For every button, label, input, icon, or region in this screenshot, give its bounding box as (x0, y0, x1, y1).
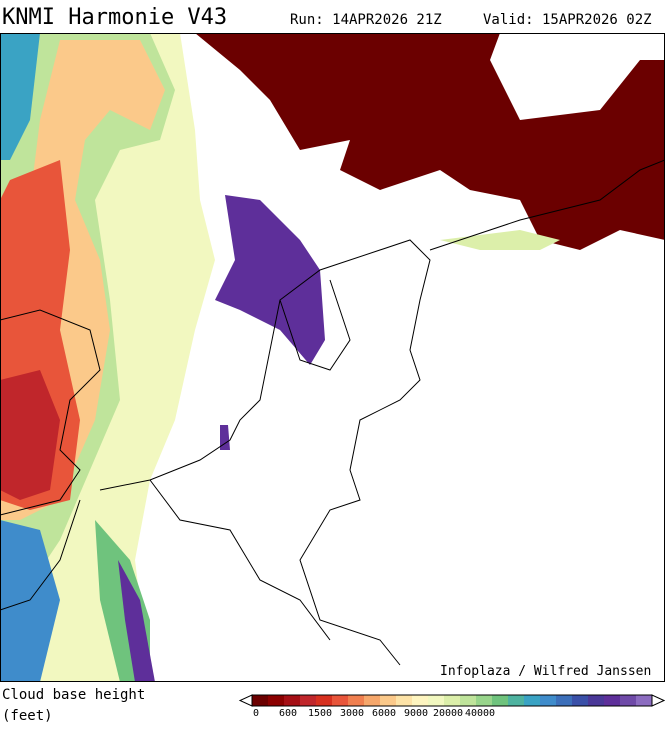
colorbar-segment (348, 695, 365, 706)
colorbar-segment (556, 695, 573, 706)
colorbar-segment (412, 695, 429, 706)
cloud-field (0, 33, 665, 682)
colorbar-tick-label: 6000 (372, 708, 396, 719)
colorbar-segment (316, 695, 333, 706)
map-area: Infoplaza / Wilfred Janssen (0, 33, 665, 682)
colorbar: 0 600 1500 3000 6000 9000 20000 40000 (238, 694, 665, 719)
cloud-area (215, 195, 325, 365)
colorbar-segment (332, 695, 349, 706)
cloud-area (440, 230, 560, 250)
colorbar-segment (380, 695, 397, 706)
colorbar-frame (251, 694, 653, 707)
cloud-area (0, 33, 40, 160)
colorbar-segment (540, 695, 557, 706)
coastline (0, 159, 665, 666)
colorbar-segment (636, 695, 653, 706)
legend-label: Cloud base height (2, 687, 145, 703)
cloud-area (0, 370, 60, 500)
cloud-area (220, 425, 230, 450)
colorbar-segment (252, 695, 269, 706)
valid-time: Valid: 15APR2026 02Z (483, 12, 652, 28)
colorbar-tick-label: 40000 (465, 708, 495, 719)
run-time: Run: 14APR2026 21Z (290, 12, 442, 28)
colorbar-end (651, 694, 665, 707)
colorbar-tick-label: 9000 (404, 708, 428, 719)
colorbar-segment (492, 695, 509, 706)
colorbar-segment (508, 695, 525, 706)
cloud-area (195, 33, 665, 250)
colorbar-segment (524, 695, 541, 706)
colorbar-segment (284, 695, 301, 706)
colorbar-segment (460, 695, 477, 706)
cloud-area (118, 560, 155, 682)
colorbar-segment (428, 695, 445, 706)
cloud-area (0, 520, 60, 682)
colorbar-tick-label: 1500 (308, 708, 332, 719)
colorbar-segment (268, 695, 285, 706)
colorbar-segment (604, 695, 621, 706)
colorbar-segment (364, 695, 381, 706)
colorbar-tick-label: 20000 (433, 708, 463, 719)
title: KNMI Harmonie V43 (2, 5, 227, 30)
colorbar-tick-label: 0 (253, 708, 259, 719)
colorbar-segment (588, 695, 605, 706)
colorbar-segment (620, 695, 637, 706)
legend-unit: (feet) (2, 708, 53, 724)
colorbar-tick-label: 3000 (340, 708, 364, 719)
colorbar-tick-label: 600 (279, 708, 297, 719)
colorbar-segment (444, 695, 461, 706)
colorbar-segment (476, 695, 493, 706)
credit: Infoplaza / Wilfred Janssen (440, 664, 651, 679)
colorbar-segment (396, 695, 413, 706)
colorbar-end (238, 694, 253, 707)
colorbar-segment (572, 695, 589, 706)
colorbar-segment (300, 695, 317, 706)
